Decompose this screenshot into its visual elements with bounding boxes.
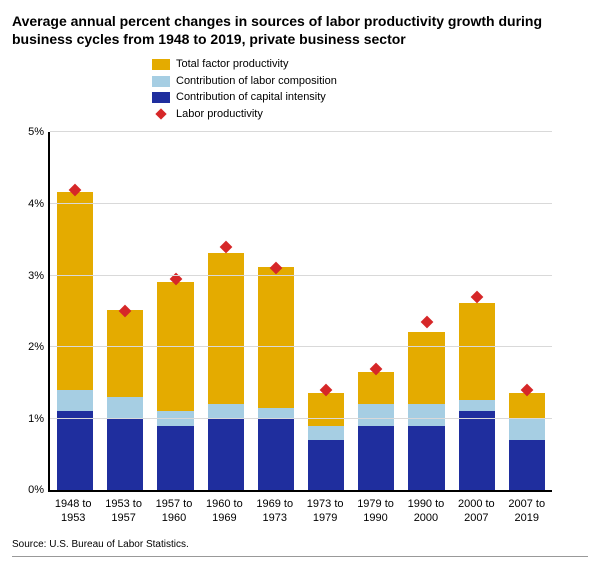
legend-label: Labor productivity bbox=[176, 106, 263, 123]
legend-item: Contribution of labor composition bbox=[152, 73, 588, 90]
chart-plot: 0%1%2%3%4%5% bbox=[48, 132, 552, 492]
bar-stack bbox=[208, 253, 244, 491]
bar-segment bbox=[57, 192, 93, 390]
chart-bars bbox=[50, 132, 552, 490]
bar-segment bbox=[509, 393, 545, 418]
bar-stack bbox=[157, 282, 193, 491]
y-tick-label: 0% bbox=[28, 484, 50, 496]
legend-label: Total factor productivity bbox=[176, 56, 289, 73]
bar-stack bbox=[57, 192, 93, 491]
chart-legend: Total factor productivityContribution of… bbox=[152, 56, 588, 122]
y-tick-label: 4% bbox=[28, 198, 50, 210]
bar-segment bbox=[358, 372, 394, 404]
legend-diamond-icon bbox=[152, 108, 170, 120]
bar-stack bbox=[308, 393, 344, 490]
legend-label: Contribution of capital intensity bbox=[176, 89, 326, 106]
x-tick-label: 2000 to2007 bbox=[451, 498, 501, 524]
marker-diamond-icon bbox=[420, 316, 433, 329]
y-tick-label: 3% bbox=[28, 270, 50, 282]
x-tick-label: 1990 to2000 bbox=[401, 498, 451, 524]
bar-segment bbox=[208, 418, 244, 490]
chart-source: Source: U.S. Bureau of Labor Statistics. bbox=[12, 539, 588, 557]
bar-column bbox=[50, 132, 100, 490]
bar-stack bbox=[408, 332, 444, 490]
bar-segment bbox=[107, 418, 143, 490]
marker-diamond-icon bbox=[470, 291, 483, 304]
bar-column bbox=[100, 132, 150, 490]
y-tick-label: 2% bbox=[28, 341, 50, 353]
bar-stack bbox=[258, 267, 294, 490]
bar-segment bbox=[408, 426, 444, 491]
bar-segment bbox=[57, 411, 93, 490]
bar-segment bbox=[107, 397, 143, 419]
legend-item: Total factor productivity bbox=[152, 56, 588, 73]
x-tick-label: 1957 to1960 bbox=[149, 498, 199, 524]
bar-segment bbox=[408, 404, 444, 426]
y-tick-label: 1% bbox=[28, 413, 50, 425]
bar-column bbox=[251, 132, 301, 490]
bar-segment bbox=[308, 440, 344, 490]
bar-segment bbox=[358, 426, 394, 491]
chart-title: Average annual percent changes in source… bbox=[12, 12, 588, 48]
bar-segment bbox=[258, 267, 294, 407]
chart-xlabels: 1948 to19531953 to19571957 to19601960 to… bbox=[48, 498, 552, 524]
bar-column bbox=[401, 132, 451, 490]
chart-area: 0%1%2%3%4%5% 1948 to19531953 to19571957 … bbox=[48, 132, 552, 524]
bar-segment bbox=[509, 418, 545, 440]
x-tick-label: 1979 to1990 bbox=[350, 498, 400, 524]
x-tick-label: 1953 to1957 bbox=[98, 498, 148, 524]
legend-swatch bbox=[152, 59, 170, 70]
legend-item: Contribution of capital intensity bbox=[152, 89, 588, 106]
bar-column bbox=[301, 132, 351, 490]
bar-column bbox=[201, 132, 251, 490]
bar-segment bbox=[57, 390, 93, 412]
marker-diamond-icon bbox=[219, 241, 232, 254]
bar-segment bbox=[258, 408, 294, 419]
gridline bbox=[50, 346, 552, 347]
bar-segment bbox=[358, 404, 394, 426]
bar-stack bbox=[509, 393, 545, 490]
x-tick-label: 1960 to1969 bbox=[199, 498, 249, 524]
bar-stack bbox=[358, 372, 394, 491]
legend-swatch bbox=[152, 92, 170, 103]
bar-column bbox=[502, 132, 552, 490]
bar-segment bbox=[459, 303, 495, 400]
gridline bbox=[50, 275, 552, 276]
legend-item: Labor productivity bbox=[152, 106, 588, 123]
bar-segment bbox=[308, 393, 344, 425]
gridline bbox=[50, 131, 552, 132]
gridline bbox=[50, 203, 552, 204]
legend-label: Contribution of labor composition bbox=[176, 73, 337, 90]
bar-segment bbox=[459, 411, 495, 490]
x-tick-label: 1948 to1953 bbox=[48, 498, 98, 524]
legend-swatch bbox=[152, 76, 170, 87]
bar-column bbox=[351, 132, 401, 490]
gridline bbox=[50, 418, 552, 419]
bar-segment bbox=[509, 440, 545, 490]
bar-stack bbox=[107, 310, 143, 490]
y-tick-label: 5% bbox=[28, 126, 50, 138]
x-tick-label: 2007 to2019 bbox=[502, 498, 552, 524]
bar-segment bbox=[157, 426, 193, 491]
bar-segment bbox=[408, 332, 444, 404]
bar-segment bbox=[107, 310, 143, 396]
bar-stack bbox=[459, 303, 495, 490]
x-tick-label: 1973 to1979 bbox=[300, 498, 350, 524]
bar-column bbox=[452, 132, 502, 490]
bar-segment bbox=[308, 426, 344, 440]
bar-segment bbox=[459, 400, 495, 411]
chart-container: Average annual percent changes in source… bbox=[0, 0, 600, 565]
x-tick-label: 1969 to1973 bbox=[250, 498, 300, 524]
bar-segment bbox=[208, 404, 244, 418]
bar-column bbox=[150, 132, 200, 490]
bar-segment bbox=[258, 418, 294, 490]
